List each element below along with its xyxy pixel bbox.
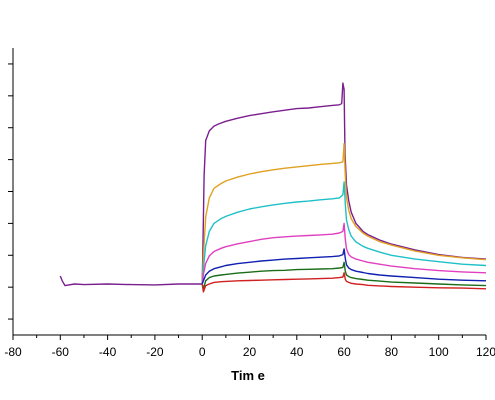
series-line-6: [201, 261, 487, 290]
x-tick-label: -80: [4, 345, 22, 359]
series-line-7: [201, 272, 487, 293]
x-tick-label: -40: [99, 345, 117, 359]
series-line-2: [201, 143, 487, 285]
series-line-3: [201, 181, 487, 285]
x-tick-label: -20: [146, 345, 164, 359]
series-line-5: [201, 248, 487, 285]
series-line-4: [201, 222, 487, 285]
x-tick-label: 40: [290, 345, 304, 359]
series-layer: [59, 82, 487, 293]
x-tick-label: 20: [243, 345, 257, 359]
axes: -80 -60 -40 -20 0 20 40 60 80 100 120: [4, 48, 495, 359]
x-tick-label: 100: [429, 345, 449, 359]
series-line-1: [59, 82, 487, 287]
x-axis-label: Tim e: [231, 368, 265, 383]
x-tick-label: 120: [476, 345, 495, 359]
x-tick-label: -60: [52, 345, 70, 359]
x-tick-label: 60: [337, 345, 351, 359]
x-tick-label: 0: [199, 345, 206, 359]
x-tick-label: 80: [385, 345, 399, 359]
